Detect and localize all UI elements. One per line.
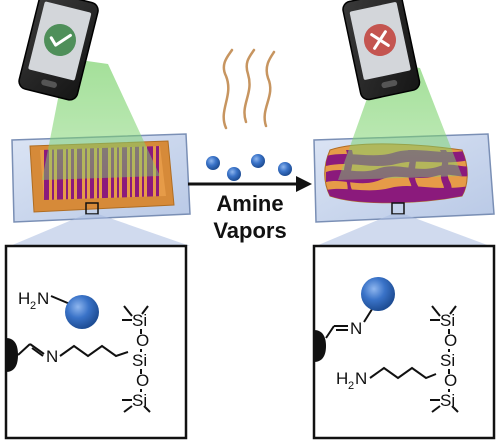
left-o-bot: O: [136, 371, 149, 390]
left-si-mid: Si: [132, 351, 147, 370]
x-icon: [370, 30, 390, 50]
right-phone: [342, 0, 421, 101]
arrow-label-line2: Vapors: [213, 218, 286, 243]
left-si-top: Si: [132, 311, 147, 330]
left-amine-H: H: [18, 289, 30, 308]
left-amine-sub: 2: [30, 300, 36, 312]
right-si-mid: Si: [440, 351, 455, 370]
right-amine-H: H: [336, 369, 348, 388]
right-si-bot: Si: [440, 391, 455, 410]
left-amine-N: N: [37, 289, 49, 308]
right-amine-N: N: [355, 369, 367, 388]
right-scan-beam: [338, 62, 462, 180]
check-icon: [49, 33, 72, 47]
left-si-bot: Si: [132, 391, 147, 410]
left-molecule-panel: H 2 N N Si O Si O Si: [4, 244, 188, 440]
right-molecule-panel: N H 2 N Si O Si O Si: [312, 244, 496, 440]
left-analyte-sphere: [65, 295, 99, 329]
right-analyte-sphere: [361, 277, 395, 311]
amine-molecule-dots: [206, 154, 292, 181]
right-surface-anchor: [314, 330, 326, 362]
right-zoom-wedge: [316, 214, 490, 246]
left-surface-anchor: [6, 338, 18, 372]
right-amine-sub: 2: [348, 380, 354, 392]
left-phone: [18, 0, 99, 101]
right-imine-N: N: [350, 319, 362, 338]
right-o-bot: O: [444, 371, 457, 390]
check-icon-badge: [44, 24, 76, 56]
reaction-arrow: [188, 176, 312, 192]
right-si-top: Si: [440, 311, 455, 330]
vapor-wisps: [222, 48, 276, 130]
arrow-label-line1: Amine: [216, 191, 283, 216]
left-imine-N: N: [46, 347, 58, 366]
left-zoom-wedge: [10, 214, 190, 246]
left-o-top: O: [136, 331, 149, 350]
right-o-top: O: [444, 331, 457, 350]
